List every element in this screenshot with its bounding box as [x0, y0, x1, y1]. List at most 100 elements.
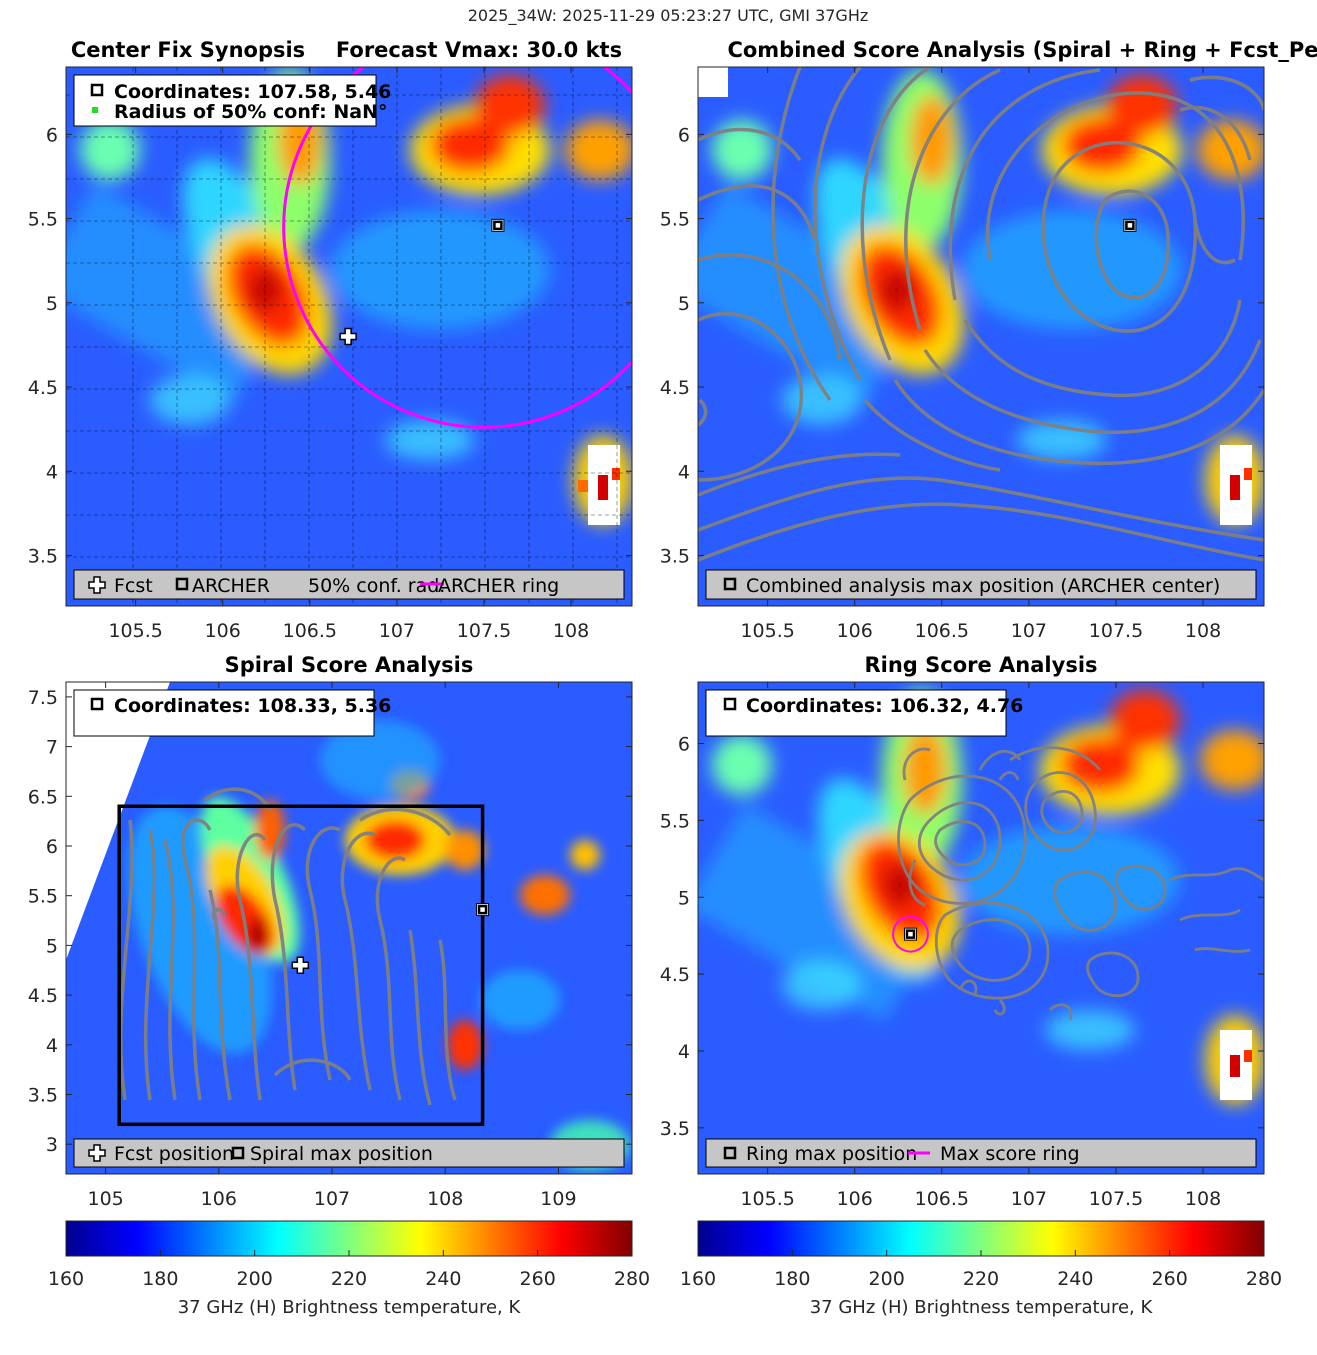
legend-archer-ring: ARCHER ring — [438, 575, 559, 597]
y-tick-label: 5.5 — [660, 810, 690, 832]
axes-frame — [65, 66, 633, 607]
x-tick-label: 105 — [87, 1188, 123, 1210]
axes-frame — [697, 681, 1265, 1175]
y-tick-label: 4 — [46, 1035, 58, 1057]
y-tick-label: 5.5 — [28, 886, 58, 908]
legend-ring-max: Ring max position — [746, 1143, 917, 1165]
info-box: Coordinates: 108.33, 5.36 — [73, 689, 391, 737]
legend-combined-max: Combined analysis max position (ARCHER c… — [746, 575, 1220, 597]
colorbar-tick-label: 200 — [237, 1268, 273, 1290]
colorbar-label: 37 GHz (H) Brightness temperature, K — [810, 1297, 1154, 1318]
score-contours — [897, 746, 1264, 1021]
legend-combined-icon — [723, 577, 737, 591]
y-tick-label: 4.5 — [28, 985, 58, 1007]
panel-title-left: Center Fix Synopsis — [71, 38, 305, 62]
archer-ring — [282, 67, 632, 429]
x-tick-label: 106 — [201, 1188, 237, 1210]
x-tick-label: 107.5 — [1089, 620, 1143, 642]
legend: Ring max position Max score ring — [705, 1138, 1257, 1168]
panel-center-fix-synopsis: Center Fix Synopsis Forecast Vmax: 30.0 … — [28, 38, 633, 642]
colorbar-tick-label: 260 — [520, 1268, 556, 1290]
y-tick-label: 4.5 — [660, 377, 690, 399]
colorbar-tick-label: 180 — [774, 1268, 810, 1290]
x-tick-label: 108 — [427, 1188, 463, 1210]
x-tick-label: 106.5 — [915, 620, 969, 642]
y-tick-label: 3.5 — [28, 1084, 58, 1106]
x-tick-label: 107 — [314, 1188, 350, 1210]
x-tick-label: 108 — [1185, 620, 1221, 642]
x-tick-label: 106.5 — [283, 620, 337, 642]
panel-title: Ring Score Analysis — [864, 653, 1097, 677]
spiral-search-box — [117, 804, 485, 1127]
y-tick-label: 5 — [678, 887, 690, 909]
info-coordinates: Coordinates: 108.33, 5.36 — [114, 695, 391, 717]
y-tick-label: 5.5 — [660, 209, 690, 231]
panel-combined-score: Combined Score Analysis (Spiral + Ring +… — [660, 38, 1317, 642]
panel-ring-score: Ring Score Analysis — [660, 653, 1265, 1210]
x-tick-label: 105.5 — [740, 1188, 794, 1210]
y-tick-label: 7 — [46, 737, 58, 759]
missing-data-corner — [698, 67, 728, 97]
colorbar-right: 160 180 200 220 240 260 280 37 GHz (H) Brightn… — [680, 1220, 1282, 1318]
y-tick-label: 3.5 — [660, 545, 690, 567]
x-tick-label: 106.5 — [915, 1188, 969, 1210]
forecast-position-marker — [339, 327, 357, 346]
legend-max-score-ring: Max score ring — [940, 1143, 1080, 1165]
archer-center-marker — [491, 218, 505, 232]
colorbar-tick-label: 240 — [425, 1268, 461, 1290]
forecast-position-marker — [291, 956, 310, 975]
panel-spiral-score: Spiral Score Analysis — [28, 653, 633, 1210]
x-tick-label: 106 — [837, 620, 873, 642]
spiral-max-marker — [476, 903, 490, 917]
x-tick-label: 106 — [205, 620, 241, 642]
legend-archer-icon — [175, 577, 189, 591]
x-tick-label: 107.5 — [1089, 1188, 1143, 1210]
legend-ring-max-icon — [723, 1146, 737, 1160]
axes-frame — [697, 66, 1265, 607]
legend-archer: ARCHER — [192, 575, 270, 597]
y-tick-label: 6 — [46, 124, 58, 146]
colorbar-tick-label: 220 — [331, 1268, 367, 1290]
ring-max-marker — [903, 927, 917, 941]
score-contours — [119, 787, 457, 1106]
info-square-icon — [90, 697, 104, 711]
colorbar-tick-label: 160 — [48, 1268, 84, 1290]
y-tick-label: 6 — [46, 836, 58, 858]
y-tick-label: 5 — [46, 293, 58, 315]
x-tick-label: 108 — [1185, 1188, 1221, 1210]
colorbar-left: 160 180 200 220 240 260 280 37 GHz (H) Brightn… — [48, 1220, 650, 1318]
y-tick-label: 4 — [678, 461, 690, 483]
y-tick-label: 6 — [678, 124, 690, 146]
colorbar-tick-label: 220 — [963, 1268, 999, 1290]
legend-fcst-icon — [88, 1144, 106, 1162]
colorbar-tick-label: 280 — [614, 1268, 650, 1290]
info-box: Coordinates: 107.58, 5.46 Radius of 50% … — [73, 74, 391, 127]
colorbar-tick-label: 200 — [869, 1268, 905, 1290]
legend: Fcst ARCHER 50% conf. rad. ARCHER ring — [73, 569, 625, 600]
y-tick-label: 7.5 — [28, 687, 58, 709]
colorbar-label: 37 GHz (H) Brightness temperature, K — [178, 1297, 522, 1318]
info-coordinates: Coordinates: 107.58, 5.46 — [114, 81, 391, 103]
hot-pixel-cluster — [1220, 1030, 1252, 1100]
y-tick-label: 6 — [678, 734, 690, 756]
y-tick-label: 4.5 — [28, 377, 58, 399]
legend-fcst: Fcst — [114, 575, 153, 597]
info-box: Coordinates: 106.32, 4.76 — [705, 689, 1023, 737]
x-tick-label: 107 — [1011, 620, 1047, 642]
y-tick-label: 3.5 — [28, 545, 58, 567]
x-tick-label: 105.5 — [740, 620, 794, 642]
y-tick-label: 5.5 — [28, 209, 58, 231]
grid-lines — [66, 67, 632, 606]
x-tick-label: 108 — [553, 620, 589, 642]
colorbar-tick-label: 260 — [1152, 1268, 1188, 1290]
hot-pixel-cluster — [578, 445, 620, 525]
legend: Fcst position Spiral max position — [73, 1138, 625, 1168]
panel-title: Spiral Score Analysis — [225, 653, 474, 677]
colorbar-tick-label: 280 — [1246, 1268, 1282, 1290]
info-coordinates: Coordinates: 106.32, 4.76 — [746, 695, 1023, 717]
hot-pixel-cluster — [1220, 445, 1252, 525]
x-tick-label: 109 — [540, 1188, 576, 1210]
y-tick-label: 6.5 — [28, 786, 58, 808]
y-tick-label: 4 — [678, 1041, 690, 1063]
